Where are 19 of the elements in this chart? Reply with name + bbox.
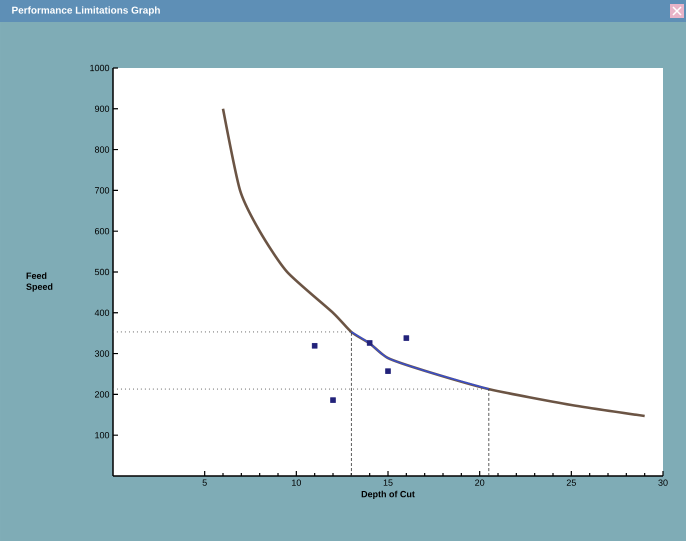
- chart-title: Performance Limitations Graph: [12, 6, 160, 16]
- x-axis-title: Depth of Cut: [362, 490, 415, 500]
- y-axis-title: Feed Speed: [26, 272, 52, 292]
- y-tick-label: 400: [94, 310, 110, 316]
- x-tick-label: 10: [292, 480, 301, 486]
- y-tick-label: 600: [94, 228, 110, 234]
- y-tick-label: 200: [94, 391, 110, 398]
- y-tick-label: 900: [94, 106, 110, 112]
- y-tick-label: 100: [95, 432, 110, 438]
- y-tick-label: 1000: [90, 64, 110, 72]
- x-tick-label: 25: [566, 480, 576, 486]
- y-tick-label: 700: [94, 187, 110, 194]
- y-tick-label: 300: [94, 350, 110, 357]
- x-tick-label: 30: [658, 480, 668, 486]
- x-tick-label: 15: [384, 480, 393, 486]
- x-tick-label: 5: [202, 480, 207, 486]
- y-tick-label: 800: [94, 146, 110, 153]
- y-tick-label: 500: [94, 268, 110, 276]
- x-tick-label: 20: [475, 480, 484, 486]
